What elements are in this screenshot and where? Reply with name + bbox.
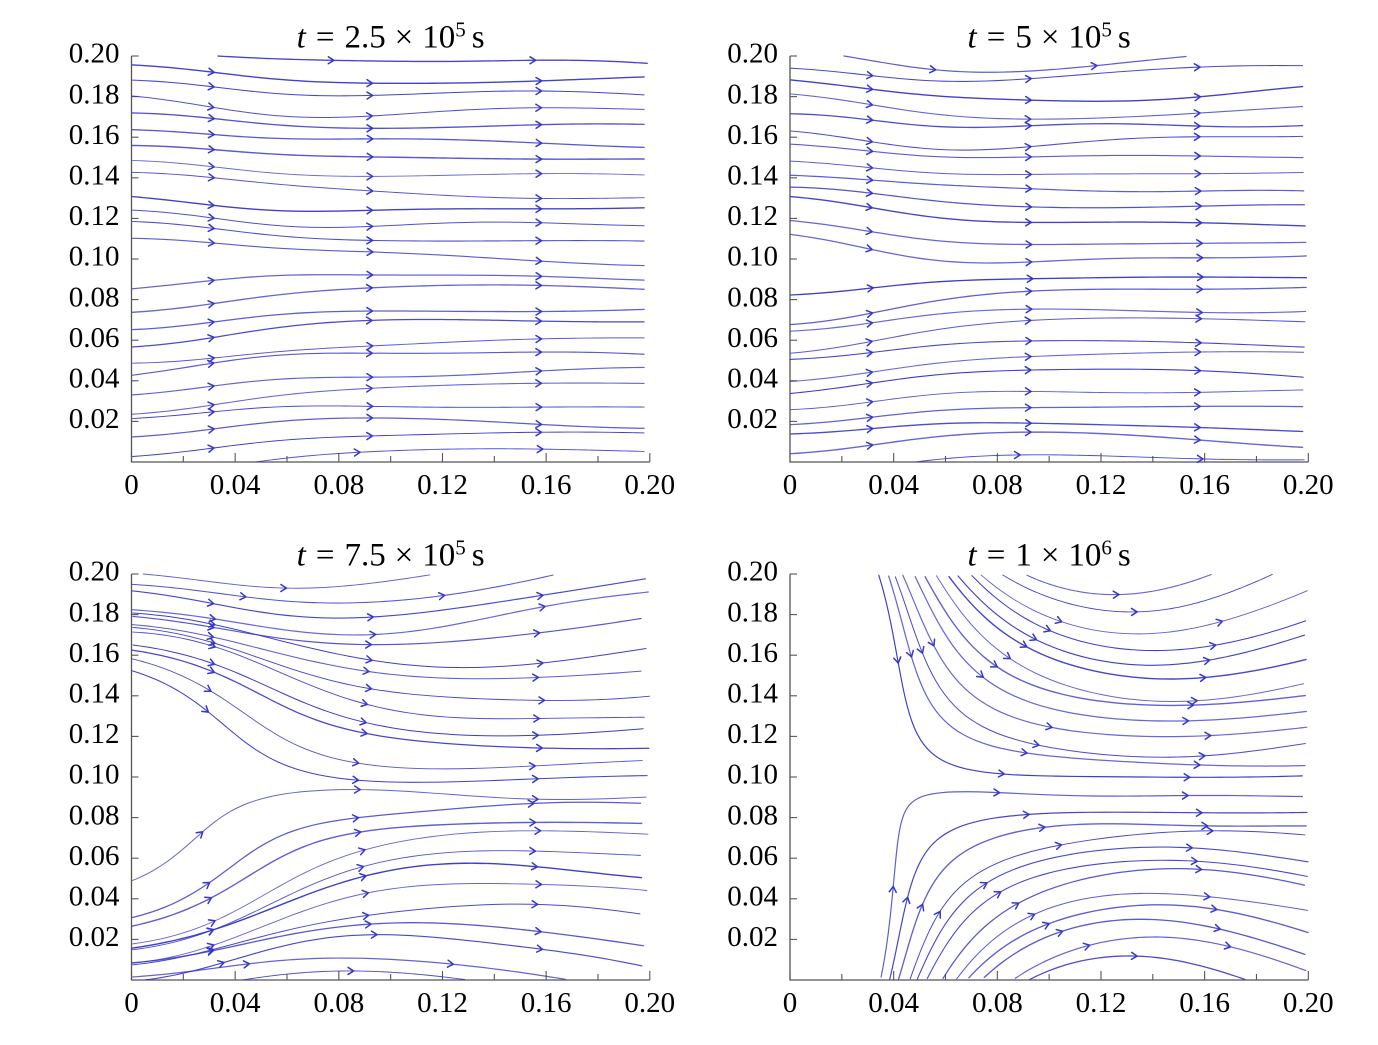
- svg-text:0.12: 0.12: [69, 200, 120, 232]
- svg-text:0.04: 0.04: [727, 362, 778, 394]
- svg-text:0.08: 0.08: [972, 987, 1023, 1019]
- svg-text:0.02: 0.02: [727, 921, 778, 953]
- svg-text:0.08: 0.08: [69, 799, 120, 831]
- svg-text:0.18: 0.18: [727, 78, 778, 110]
- svg-text:0.06: 0.06: [69, 840, 120, 872]
- svg-text:0.12: 0.12: [69, 718, 120, 750]
- svg-text:0.10: 0.10: [69, 759, 120, 791]
- svg-text:0.06: 0.06: [727, 840, 778, 872]
- svg-text:0.16: 0.16: [69, 637, 120, 669]
- svg-text:0.10: 0.10: [727, 241, 778, 273]
- svg-text:0.06: 0.06: [727, 322, 778, 354]
- svg-text:0.16: 0.16: [727, 119, 778, 151]
- svg-text:0.20: 0.20: [727, 556, 778, 588]
- svg-text:0.20: 0.20: [69, 556, 120, 588]
- svg-text:0.04: 0.04: [69, 362, 120, 394]
- svg-text:0.12: 0.12: [1076, 469, 1127, 501]
- svg-text:0.18: 0.18: [69, 78, 120, 110]
- svg-text:0.14: 0.14: [69, 677, 120, 709]
- svg-text:0: 0: [783, 987, 798, 1019]
- svg-text:0.02: 0.02: [69, 403, 120, 435]
- svg-text:0.20: 0.20: [1283, 987, 1334, 1019]
- svg-text:0.02: 0.02: [69, 921, 120, 953]
- svg-text:0.10: 0.10: [69, 241, 120, 273]
- svg-text:0.08: 0.08: [727, 281, 778, 313]
- svg-text:0.16: 0.16: [69, 119, 120, 151]
- svg-text:0.20: 0.20: [624, 469, 675, 501]
- svg-text:0.08: 0.08: [313, 987, 364, 1019]
- svg-text:0.16: 0.16: [521, 469, 572, 501]
- svg-text:0.12: 0.12: [417, 469, 468, 501]
- svg-text:0.12: 0.12: [1076, 987, 1127, 1019]
- svg-text:0.20: 0.20: [727, 38, 778, 70]
- svg-text:0.14: 0.14: [727, 677, 778, 709]
- svg-text:0.18: 0.18: [727, 596, 778, 628]
- svg-text:0.04: 0.04: [868, 469, 919, 501]
- svg-text:0.04: 0.04: [210, 987, 261, 1019]
- svg-text:0.16: 0.16: [1179, 987, 1230, 1019]
- svg-text:0.04: 0.04: [727, 880, 778, 912]
- svg-text:0.08: 0.08: [972, 469, 1023, 501]
- svg-text:0.08: 0.08: [313, 469, 364, 501]
- svg-text:0: 0: [124, 987, 139, 1019]
- svg-text:0.14: 0.14: [727, 159, 778, 191]
- svg-text:0.16: 0.16: [727, 637, 778, 669]
- svg-text:0: 0: [124, 469, 139, 501]
- svg-text:0.02: 0.02: [727, 403, 778, 435]
- svg-text:0.16: 0.16: [521, 987, 572, 1019]
- svg-text:0.04: 0.04: [868, 987, 919, 1019]
- svg-text:0.10: 0.10: [727, 759, 778, 791]
- svg-text:0.12: 0.12: [727, 718, 778, 750]
- svg-text:0.04: 0.04: [210, 469, 261, 501]
- svg-text:0.20: 0.20: [69, 38, 120, 70]
- svg-text:0.06: 0.06: [69, 322, 120, 354]
- svg-text:0.20: 0.20: [624, 987, 675, 1019]
- svg-text:0.08: 0.08: [69, 281, 120, 313]
- svg-text:0.08: 0.08: [727, 799, 778, 831]
- svg-text:0.04: 0.04: [69, 880, 120, 912]
- svg-text:0.16: 0.16: [1179, 469, 1230, 501]
- svg-text:0.12: 0.12: [417, 987, 468, 1019]
- svg-text:0.14: 0.14: [69, 159, 120, 191]
- svg-text:0: 0: [783, 469, 798, 501]
- svg-text:0.12: 0.12: [727, 200, 778, 232]
- svg-text:0.20: 0.20: [1283, 469, 1334, 501]
- svg-text:0.18: 0.18: [69, 596, 120, 628]
